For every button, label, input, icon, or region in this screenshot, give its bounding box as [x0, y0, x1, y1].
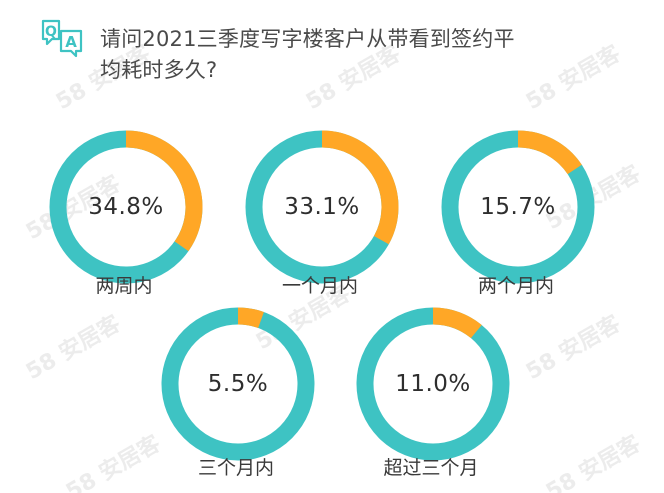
donut-slice	[321, 130, 399, 245]
donut-slice	[125, 130, 203, 252]
donut-chart-1: 34.8%	[43, 124, 209, 290]
donut-percent-label: 34.8%	[88, 194, 164, 220]
donut-percent-label: 33.1%	[284, 194, 360, 220]
title-line-1: 请问2021三季度写字楼客户从带看到签约平	[100, 27, 515, 51]
donut-slice	[432, 307, 482, 339]
donut-chart-5: 11.0%	[350, 301, 516, 467]
donut-chart-2: 33.1%	[239, 124, 405, 290]
watermark: 58 安居客	[21, 311, 125, 386]
donut-category-label: 三个月内	[197, 457, 274, 479]
donut-slice	[517, 130, 582, 175]
qa-icon: Q A	[40, 18, 86, 58]
donut-slice	[237, 307, 264, 329]
donut-percent-label: 15.7%	[480, 194, 556, 220]
svg-text:A: A	[65, 33, 77, 51]
donut-category-label: 超过三个月	[383, 457, 479, 479]
watermark: 58 安居客	[61, 431, 165, 493]
donut-chart-3: 15.7%	[435, 124, 601, 290]
donut-percent-label: 5.5%	[207, 371, 269, 397]
donut-percent-label: 11.0%	[395, 371, 471, 397]
svg-text:Q: Q	[45, 24, 57, 40]
title-line-2: 均耗时多久?	[100, 58, 218, 82]
donut-category-label: 两周内	[95, 275, 153, 297]
watermark: 58 安居客	[521, 311, 625, 386]
donut-category-label: 两个月内	[477, 275, 554, 297]
donut-category-label: 一个月内	[281, 275, 358, 297]
watermark: 58 安居客	[541, 431, 645, 493]
donut-chart-4: 5.5%	[155, 301, 321, 467]
page-title: 请问2021三季度写字楼客户从带看到签约平 均耗时多久?	[100, 24, 640, 86]
